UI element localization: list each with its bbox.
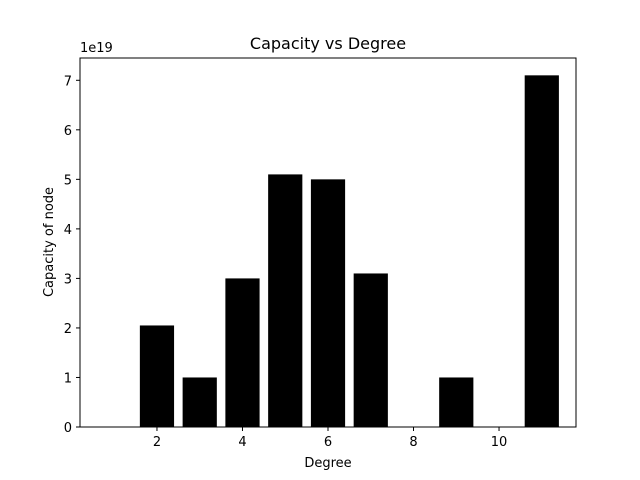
x-tick-label: 6 <box>324 435 332 450</box>
bar-degree-4 <box>225 278 260 427</box>
y-tick-label: 5 <box>64 173 72 188</box>
y-tick-label: 0 <box>64 421 72 436</box>
bar-degree-6 <box>310 179 346 427</box>
x-tick-label: 4 <box>238 435 246 450</box>
x-ticks-group: 2 4 6 8 10 <box>153 427 507 450</box>
y-ticks-group: 0 1 2 3 4 5 6 7 <box>64 74 80 436</box>
y-tick-label: 7 <box>64 74 72 89</box>
x-axis-label: Degree <box>304 456 351 471</box>
plot-frame <box>79 57 577 428</box>
x-tick-label: 8 <box>409 435 417 450</box>
bar-degree-7 <box>353 273 388 427</box>
y-tick-label: 6 <box>64 124 72 139</box>
y-tick-label: 2 <box>64 322 72 337</box>
bars-group <box>139 75 559 427</box>
y-offset-label: 1e19 <box>80 41 113 56</box>
x-tick-label: 10 <box>491 435 508 450</box>
chart-title: Capacity vs Degree <box>250 34 406 53</box>
x-tick-label: 2 <box>153 435 161 450</box>
y-axis-label: Capacity of node <box>42 187 57 297</box>
y-tick-label: 3 <box>64 272 72 287</box>
bar-degree-2 <box>139 325 175 427</box>
bar-degree-9 <box>439 377 474 427</box>
bar-degree-3 <box>182 377 217 427</box>
y-tick-label: 1 <box>64 371 72 386</box>
y-tick-label: 4 <box>64 223 72 238</box>
bar-degree-11 <box>524 75 559 427</box>
bar-degree-5 <box>268 174 303 427</box>
